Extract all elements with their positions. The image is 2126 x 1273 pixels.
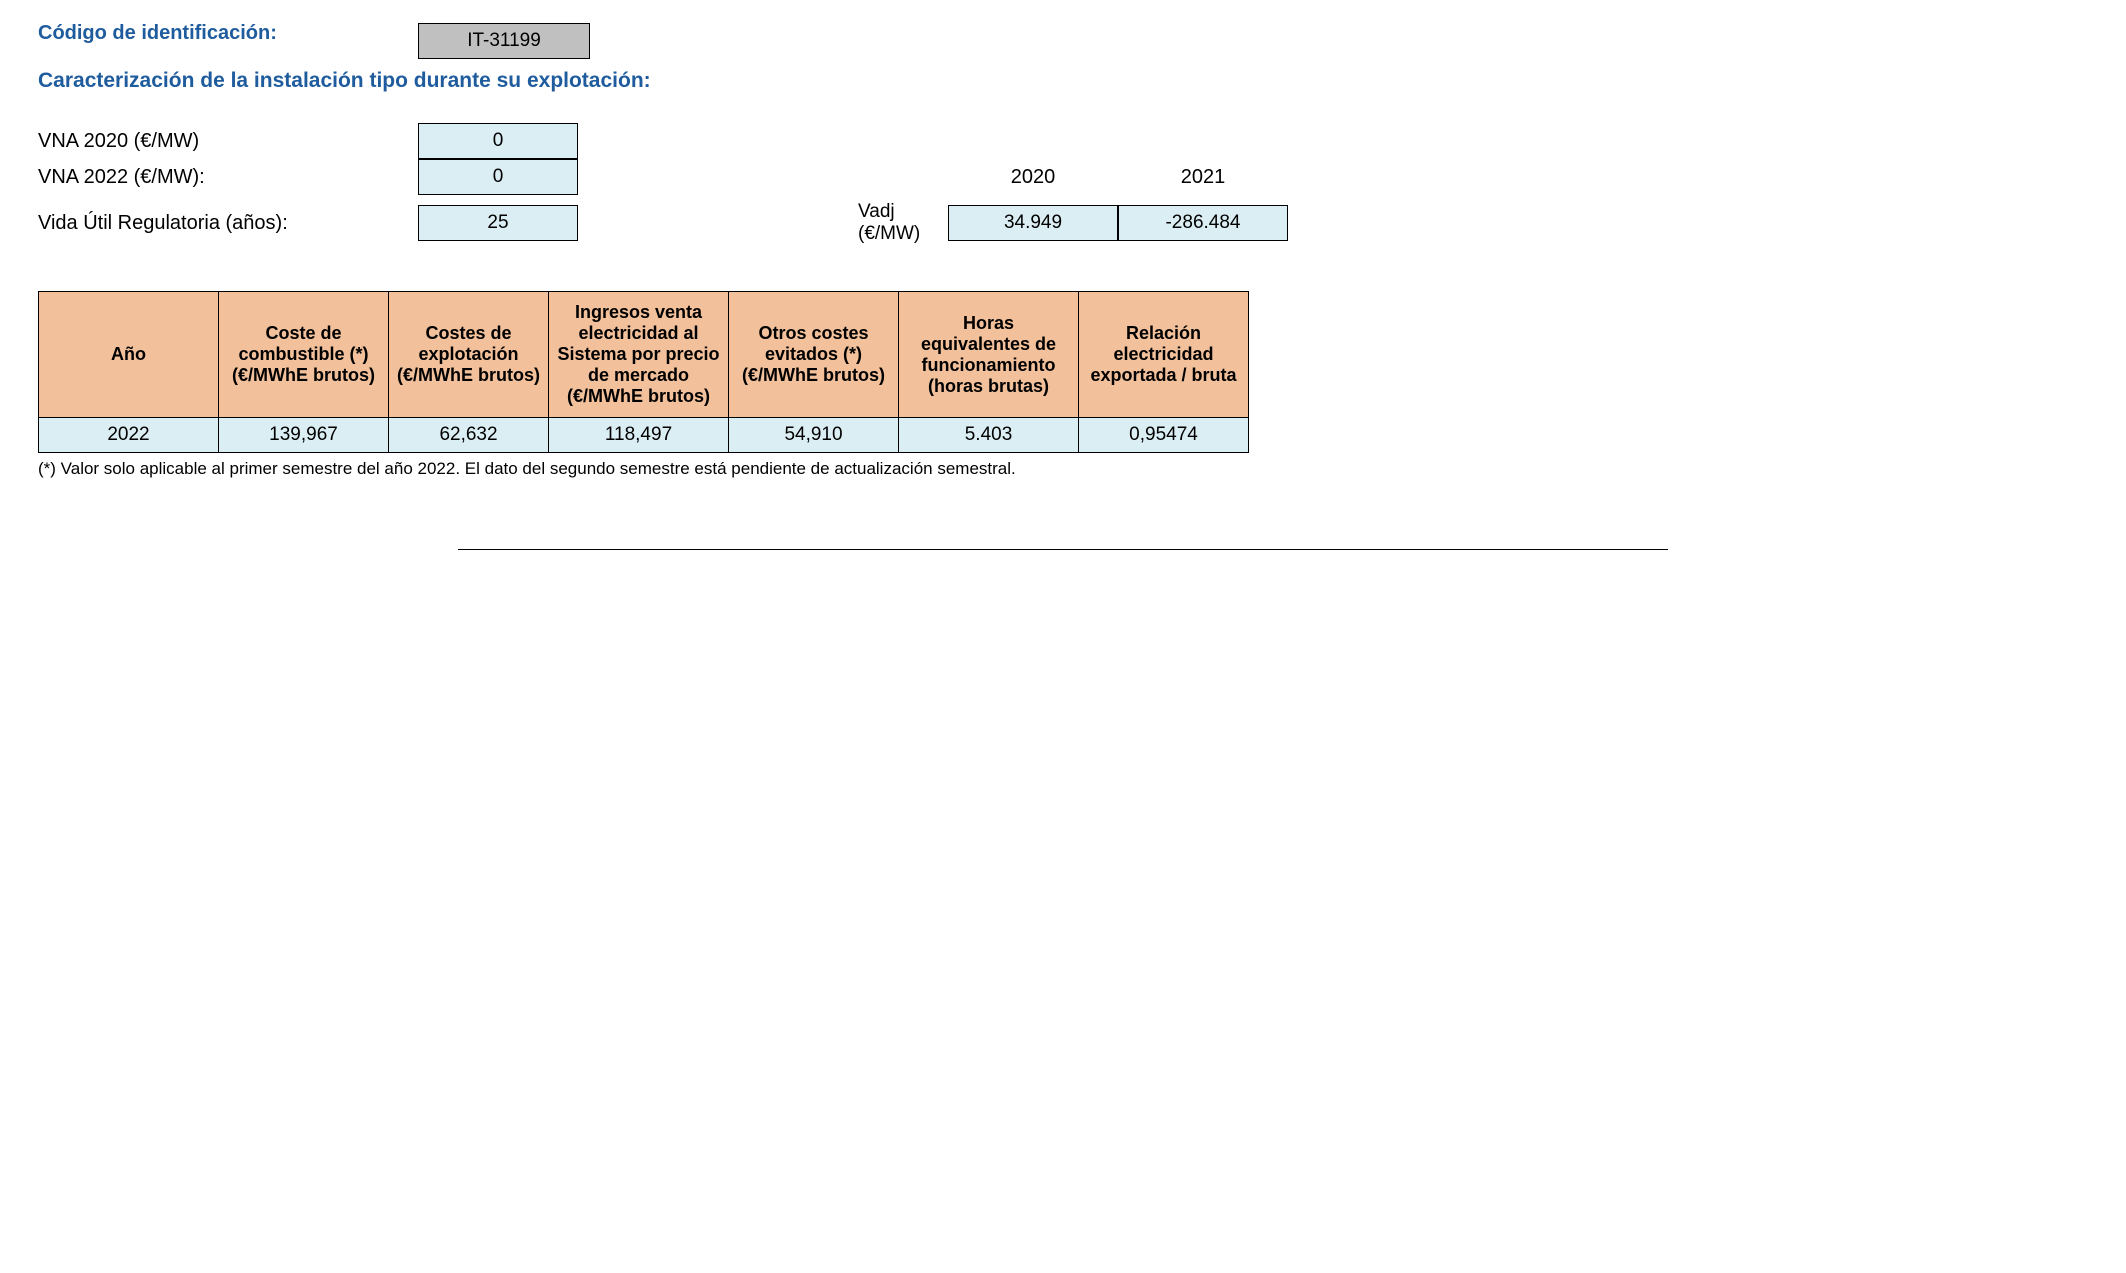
- vida-util-label: Vida Útil Regulatoria (años):: [38, 206, 418, 241]
- table-row: 2022139,96762,632118,49754,9105.4030,954…: [39, 418, 1249, 453]
- table-footnote: (*) Valor solo aplicable al primer semes…: [38, 459, 2088, 479]
- table-header-row: AñoCoste de combustible (*) (€/MWhE brut…: [39, 292, 1249, 418]
- vadj-label: Vadj (€/MW): [818, 195, 948, 251]
- vna2022-label: VNA 2022 (€/MW):: [38, 160, 418, 195]
- table-header-cell: Costes de explotación (€/MWhE brutos): [389, 292, 549, 418]
- vna2022-value: 0: [418, 159, 578, 195]
- vadj-year-2021: 2021: [1118, 166, 1288, 189]
- parameters-grid: VNA 2020 (€/MW) 0 VNA 2022 (€/MW): 0 202…: [38, 123, 2088, 251]
- table-header-cell: Ingresos venta electricidad al Sistema p…: [549, 292, 729, 418]
- table-body: 2022139,96762,632118,49754,9105.4030,954…: [39, 418, 1249, 453]
- table-cell: 118,497: [549, 418, 729, 453]
- table-cell: 139,967: [219, 418, 389, 453]
- id-code-value: IT-31199: [418, 23, 590, 59]
- vadj-value-2021: -286.484: [1118, 205, 1288, 241]
- section-title: Caracterización de la instalación tipo d…: [38, 69, 2088, 93]
- table-header-cell: Coste de combustible (*) (€/MWhE brutos): [219, 292, 389, 418]
- table-cell: 2022: [39, 418, 219, 453]
- table-header-cell: Relación electricidad exportada / bruta: [1079, 292, 1249, 418]
- divider: [458, 549, 1668, 550]
- table-header-cell: Otros costes evitados (*) (€/MWhE brutos…: [729, 292, 899, 418]
- exploitation-table: AñoCoste de combustible (*) (€/MWhE brut…: [38, 291, 1249, 453]
- table-header-cell: Horas equivalentes de funcionamiento (ho…: [899, 292, 1079, 418]
- table-cell: 5.403: [899, 418, 1079, 453]
- vadj-year-2020: 2020: [948, 166, 1118, 189]
- vadj-value-2020: 34.949: [948, 205, 1118, 241]
- vna2020-value: 0: [418, 123, 578, 159]
- id-code-label: Código de identificación:: [38, 22, 418, 45]
- table-cell: 0,95474: [1079, 418, 1249, 453]
- table-cell: 54,910: [729, 418, 899, 453]
- vida-util-value: 25: [418, 205, 578, 241]
- table-header-cell: Año: [39, 292, 219, 418]
- vna2020-label: VNA 2020 (€/MW): [38, 124, 418, 159]
- table-cell: 62,632: [389, 418, 549, 453]
